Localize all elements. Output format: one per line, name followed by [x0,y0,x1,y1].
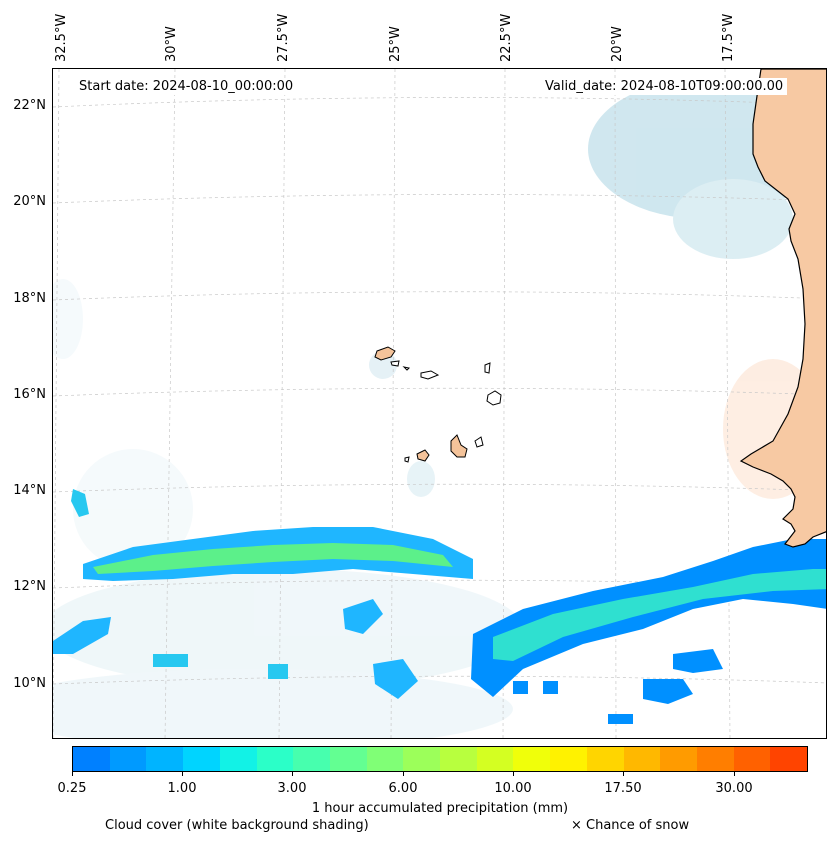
colorbar-cell [329,747,367,771]
colorbar-cell [550,747,587,771]
island [450,434,468,458]
precip-core-west [93,543,453,574]
valid-date-label: Valid_date: 2024-08-10T09:00:00.00 [541,78,788,95]
precip-patch [673,649,723,673]
lon-label: 17.5°W [721,13,736,62]
precip-patch [608,714,633,724]
island [420,370,440,380]
island [374,346,396,361]
lat-label: 16°N [13,387,46,402]
colorbar-tickmark [292,772,293,776]
colorbar-cell [183,747,220,771]
cloud-patch [407,461,435,497]
lat-label: 12°N [13,579,46,594]
colorbar-tickmark [623,772,624,776]
precip-patch [153,654,188,667]
africa-coast [739,69,826,548]
colorbar-tick-label: 6.00 [388,781,418,796]
colorbar-cell [513,747,551,771]
precip-core-east [493,569,826,661]
precipitation [53,489,826,724]
colorbar-tick-label: 0.25 [57,781,87,796]
colorbar-cell [293,747,330,771]
colorbar-tickmark [403,772,404,776]
map-canvas [53,69,826,738]
colorbar-tickmark [734,772,735,776]
precip-patch [513,681,528,694]
colorbar-cell [440,747,477,771]
cloud-patch [673,179,793,259]
precip-patch [343,599,383,634]
colorbar-tick-label: 17.50 [604,781,642,796]
precip-patch [71,489,89,517]
colorbar-cell [696,747,734,771]
colorbar-cell [73,747,110,771]
colorbar-cell [256,747,294,771]
cloud-patch [53,669,513,738]
island [474,436,484,448]
precip-patch [643,679,693,704]
cloud-patch [73,449,193,569]
lat-label: 14°N [13,483,46,498]
colorbar-cell [733,747,771,771]
cloud-shading [53,79,823,738]
colorbar-cell [476,747,514,771]
island [390,360,400,367]
precip-band-east [471,539,826,697]
snow-legend: × Chance of snow [571,818,690,833]
colorbar-label: 1 hour accumulated precipitation (mm) [311,801,569,816]
cloud-patch [53,279,83,359]
colorbar-tick-label: 10.00 [494,781,532,796]
lat-label: 10°N [13,676,46,691]
start-date-label: Start date: 2024-08-10_00:00:00 [75,78,298,95]
map-panel[interactable] [52,68,827,739]
lon-label: 22.5°W [499,13,514,62]
lat-label: 20°N [13,194,46,209]
precip-patch [268,664,288,679]
lon-label: 30°W [164,26,179,62]
cloud-cover-legend: Cloud cover (white background shading) [105,818,369,833]
precip-patch [53,617,111,654]
colorbar-tick-label: 3.00 [277,781,307,796]
colorbar-tick-label: 1.00 [167,781,197,796]
colorbar-tickmark [182,772,183,776]
colorbar-cell [219,747,257,771]
lon-label: 27.5°W [276,13,291,62]
precip-patch [543,681,558,694]
colorbar-tick-label: 30.00 [715,781,753,796]
lon-label: 32.5°W [54,13,69,62]
precip-patch [373,659,418,699]
land [374,69,826,548]
island [404,456,410,463]
grid-line [724,69,731,738]
lon-label: 25°W [388,26,403,62]
island [402,366,411,371]
island [486,390,502,406]
lat-label: 22°N [13,98,46,113]
island [416,449,430,462]
grid-line [278,69,286,738]
colorbar-cell [770,747,808,771]
island [484,362,491,374]
lat-label: 18°N [13,291,46,306]
colorbar-cell [660,747,697,771]
colorbar-tickmark [72,772,73,776]
grid-line [390,69,396,738]
grid-line [164,69,176,738]
colorbar-tickmark [513,772,514,776]
precipitation-colorbar [72,746,808,772]
grid-line [53,69,60,738]
colorbar-cell [109,747,147,771]
lon-label: 20°W [610,26,625,62]
grid-line [53,291,826,301]
colorbar-cell [366,747,404,771]
colorbar-cell [586,747,624,771]
colorbar-cell [403,747,441,771]
grid-line [53,387,826,397]
colorbar-cell [623,747,661,771]
colorbar-cell [146,747,184,771]
